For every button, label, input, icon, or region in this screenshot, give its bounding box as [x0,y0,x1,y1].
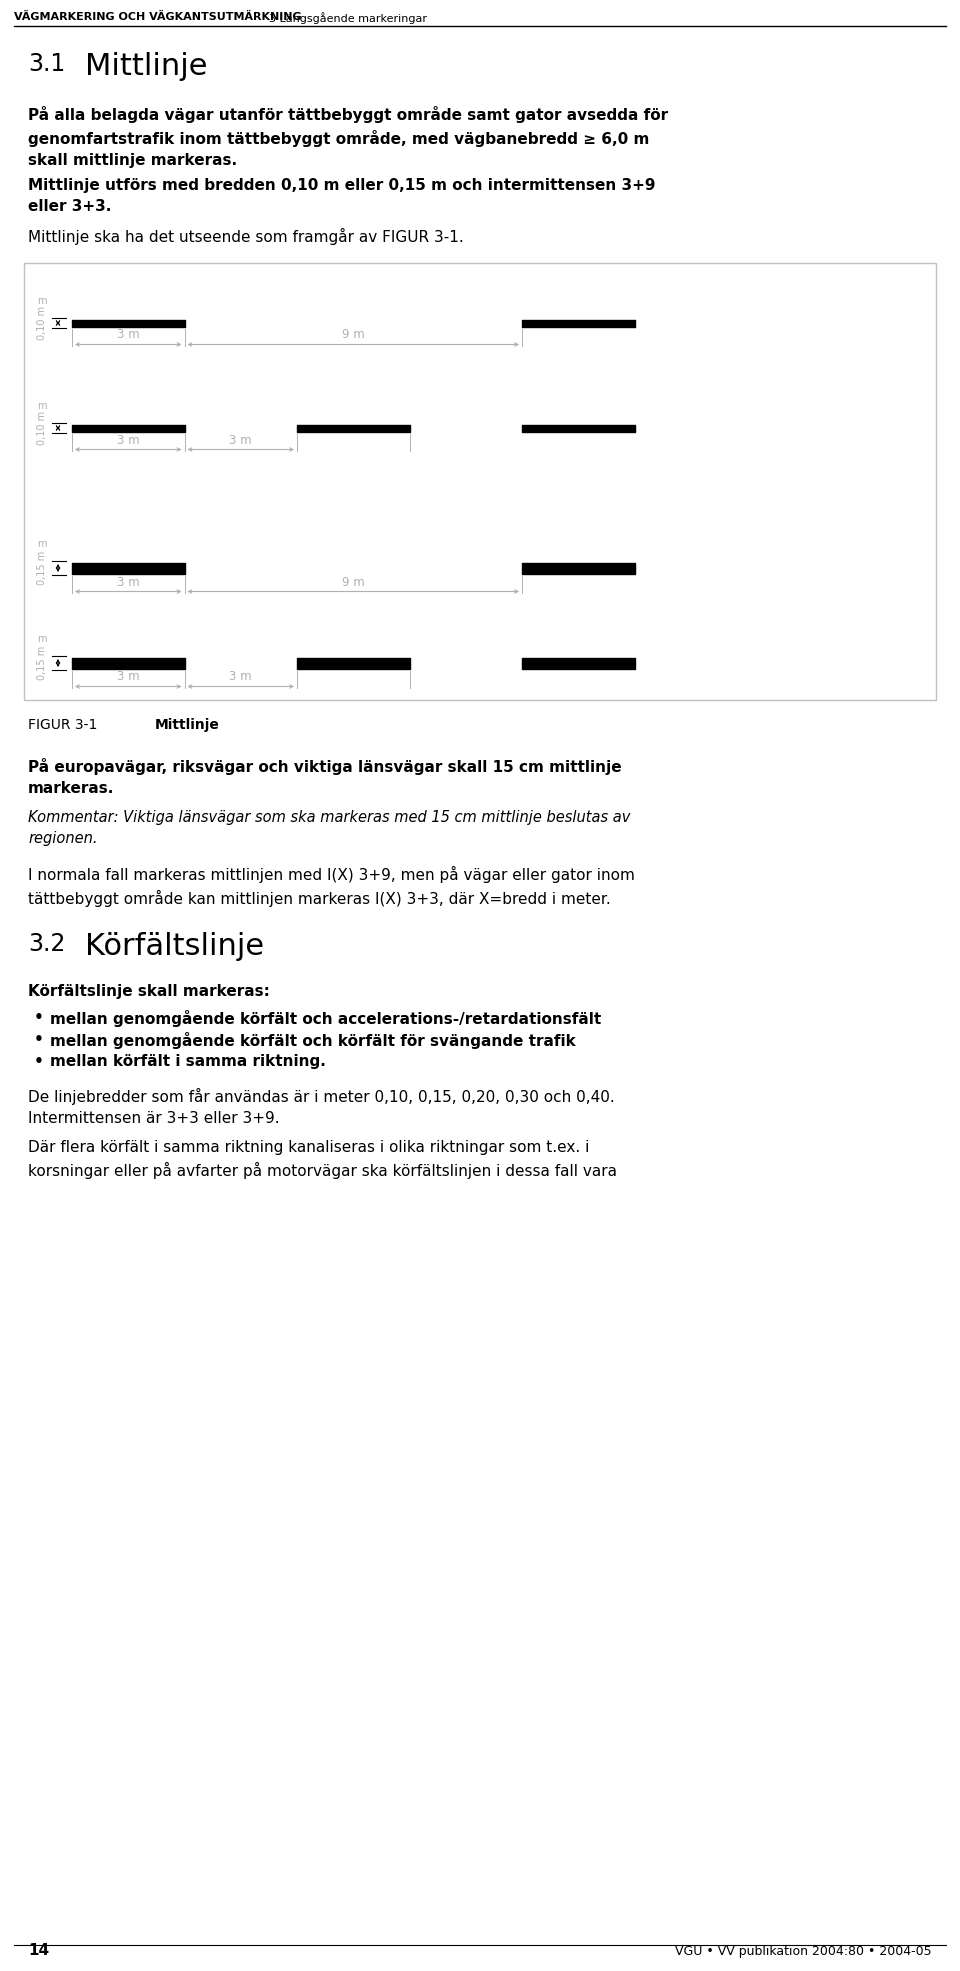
Text: 3 m: 3 m [117,576,139,589]
Text: 9 m: 9 m [342,576,365,589]
Text: 3.2: 3.2 [28,932,65,956]
Text: •: • [34,1009,44,1025]
Text: 0,10 m: 0,10 m [37,306,47,341]
Text: 0,15 m: 0,15 m [37,550,47,585]
Text: m: m [37,296,47,306]
Text: I normala fall markeras mittlinjen med I(X) 3+9, men på vägar eller gator inom
t: I normala fall markeras mittlinjen med I… [28,865,635,907]
Text: 0,15 m: 0,15 m [37,646,47,680]
Text: Mittlinje ska ha det utseende som framgår av FIGUR 3-1.: Mittlinje ska ha det utseende som framgå… [28,229,464,244]
Text: 3 m: 3 m [117,434,139,447]
Text: 3 Längsgående markeringar: 3 Längsgående markeringar [262,12,427,24]
Text: Mittlinje utförs med bredden 0,10 m eller 0,15 m och intermittensen 3+9
eller 3+: Mittlinje utförs med bredden 0,10 m elle… [28,177,656,215]
Text: mellan genomgående körfält och körfält för svängande trafik: mellan genomgående körfält och körfält f… [50,1033,576,1049]
Text: 3 m: 3 m [229,670,252,684]
Text: 3 m: 3 m [229,434,252,447]
Text: Kommentar: Viktiga länsvägar som ska markeras med 15 cm mittlinje beslutas av
re: Kommentar: Viktiga länsvägar som ska mar… [28,810,631,846]
Text: 3 m: 3 m [117,329,139,341]
Text: Mittlinje: Mittlinje [85,51,207,81]
Text: mellan genomgående körfält och accelerations-/retardationsfält: mellan genomgående körfält och accelerat… [50,1009,601,1027]
Bar [24,262,936,700]
Text: m: m [37,635,47,645]
Text: Mittlinje: Mittlinje [155,717,220,731]
Text: 14: 14 [28,1943,49,1957]
Text: m: m [37,400,47,412]
Text: 3 m: 3 m [117,670,139,684]
Text: 3.1: 3.1 [28,51,65,77]
Text: •: • [34,1054,44,1068]
Text: FIGUR 3-1: FIGUR 3-1 [28,717,97,731]
Text: De linjebredder som får användas är i meter 0,10, 0,15, 0,20, 0,30 och 0,40.
Int: De linjebredder som får användas är i me… [28,1088,614,1125]
Text: Körfältslinje skall markeras:: Körfältslinje skall markeras: [28,984,270,999]
Text: m: m [37,538,47,550]
Text: VÄGMARKERING OCH VÄGKANTSUTMÄRKNING: VÄGMARKERING OCH VÄGKANTSUTMÄRKNING [14,12,301,22]
Text: På alla belagda vägar utanför tättbebyggt område samt gator avsedda för
genomfar: På alla belagda vägar utanför tättbebygg… [28,106,668,168]
Text: mellan körfält i samma riktning.: mellan körfält i samma riktning. [50,1054,325,1068]
Text: Körfältslinje: Körfältslinje [85,932,264,962]
Text: •: • [34,1033,44,1047]
Text: 9 m: 9 m [342,329,365,341]
Text: 0,10 m: 0,10 m [37,410,47,445]
Text: På europavägar, riksvägar och viktiga länsvägar skall 15 cm mittlinje
markeras.: På europavägar, riksvägar och viktiga lä… [28,759,622,796]
Text: Där flera körfält i samma riktning kanaliseras i olika riktningar som t.ex. i
ko: Där flera körfält i samma riktning kanal… [28,1139,617,1179]
Text: VGU • VV publikation 2004:80 • 2004-05: VGU • VV publikation 2004:80 • 2004-05 [676,1945,932,1957]
